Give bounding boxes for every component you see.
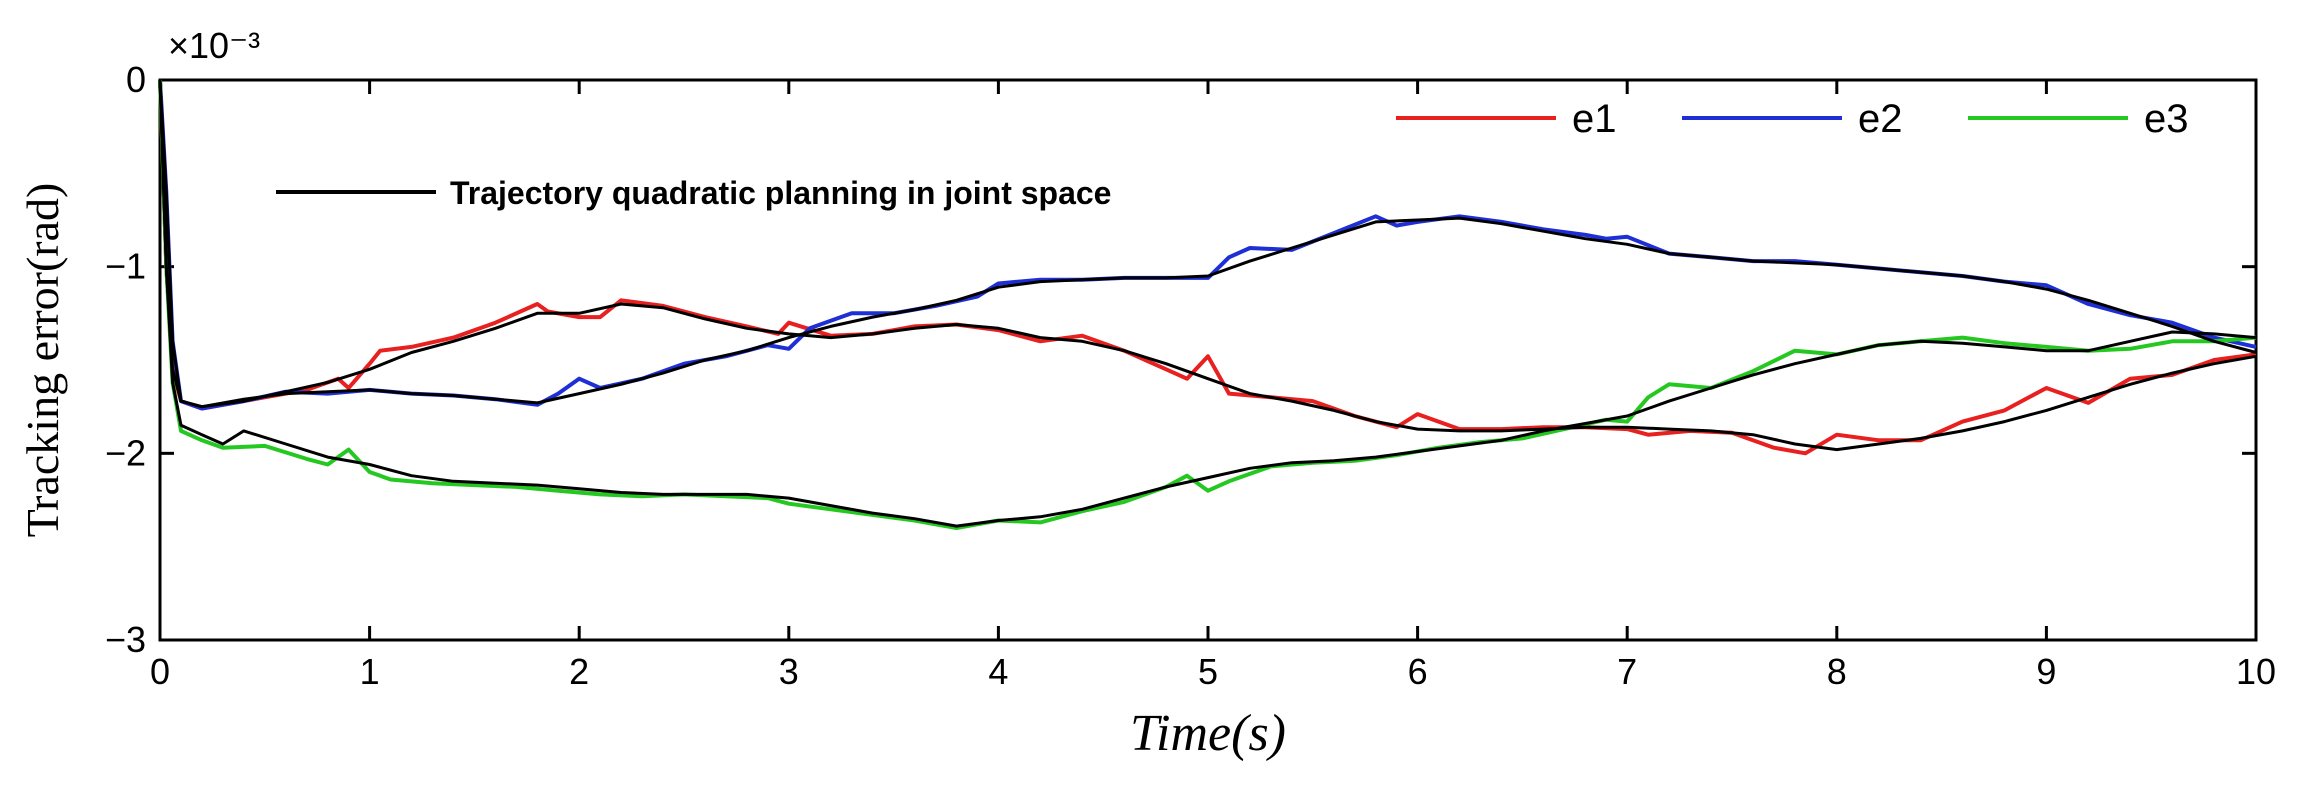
legend-label-e2: e2 [1858,97,1903,141]
reference-curve-3 [158,79,2257,528]
series-line-e1 [158,79,2257,456]
legend-label-e1: e1 [1572,97,1617,141]
reference-legend-label: Trajectory quadratic planning in joint s… [450,175,1111,211]
y-axis-exponent-label: ×10⁻³ [168,25,260,66]
y-tick-label: −1 [105,246,146,287]
series-layer [158,79,2257,530]
x-tick-label: 0 [150,651,170,692]
reference-legend: Trajectory quadratic planning in joint s… [276,175,1111,211]
x-axis-label: Time(s) [1130,705,1286,762]
x-tick-label: 3 [779,651,799,692]
x-tick-label: 6 [1408,651,1428,692]
x-tick-label: 4 [988,651,1008,692]
reference-curve-2 [158,79,2257,409]
x-tick-label: 9 [2036,651,2056,692]
x-tick-label: 8 [1827,651,1847,692]
y-tick-label: 0 [126,59,146,100]
y-axis-label: Tracking error(rad) [17,183,68,538]
legend: e1 e2 e3 [1396,97,2189,141]
x-tick-label: 5 [1198,651,1218,692]
x-tick-label: 7 [1617,651,1637,692]
y-tick-label: −3 [105,619,146,660]
y-tick-label: −2 [105,432,146,473]
legend-label-e3: e3 [2144,97,2189,141]
reference-curve-1 [158,79,2257,452]
x-tick-label: 2 [569,651,589,692]
x-tick-label: 10 [2236,651,2276,692]
x-tick-label: 1 [360,651,380,692]
x-axis-ticks: 0 1 2 3 4 5 6 7 8 9 10 [150,80,2276,692]
y-axis-ticks: 0 −1 −2 −3 [105,59,2256,660]
